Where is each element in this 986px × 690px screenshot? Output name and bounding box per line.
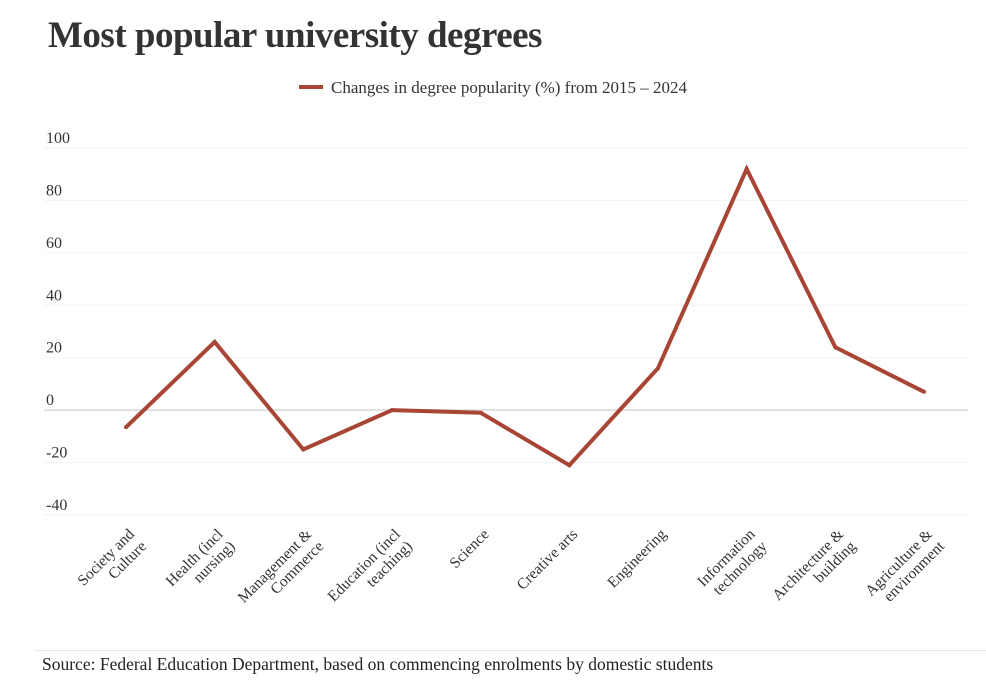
y-tick-label: 0 [46, 392, 54, 409]
x-tick-label-line: Science [446, 526, 492, 572]
x-tick-label: Education (inclteaching) [325, 526, 416, 617]
legend-swatch [299, 85, 323, 90]
data-point [124, 425, 128, 430]
data-point [301, 447, 306, 452]
line-chart: 100 80 60 40 20 0 -20 -40 Society andCulture Hea… [44, 130, 968, 619]
source-divider [34, 650, 986, 651]
data-point [567, 463, 572, 468]
x-tick-label: Health (inclnursing) [162, 526, 238, 602]
y-tick-label: -40 [46, 497, 67, 514]
data-point [478, 410, 483, 415]
data-point [833, 345, 838, 350]
legend-label: Changes in degree popularity (%) from 20… [331, 78, 687, 97]
x-tick-label: Science [446, 526, 492, 572]
x-tick-label: Architecture &building [769, 526, 859, 616]
data-point [212, 339, 217, 344]
source-note: Source: Federal Education Department, ba… [42, 654, 714, 674]
x-axis-labels: Society andCulture Health (inclnursing)Ma… [74, 525, 948, 619]
x-tick-label: Management &Commerce [235, 526, 328, 619]
y-tick-label: 40 [46, 287, 62, 304]
series-line [124, 164, 925, 468]
x-tick-label: Society andCulture [74, 526, 150, 602]
y-tick-label: 100 [46, 130, 70, 147]
y-tick-label: 20 [46, 340, 62, 357]
y-tick-label: 60 [46, 235, 62, 252]
y-tick-label: 80 [46, 182, 62, 199]
x-tick-label: Engineering [604, 526, 670, 592]
x-tick-label: Agriculture &environment [862, 525, 948, 611]
y-axis-ticks: 100 80 60 40 20 0 -20 -40 [46, 130, 70, 514]
x-tick-label-line: Creative arts [514, 526, 582, 594]
data-point [656, 366, 660, 371]
chart-title: Most popular university degrees [48, 15, 542, 56]
legend: Changes in degree popularity (%) from 20… [0, 78, 986, 98]
x-tick-label-line: Engineering [604, 526, 670, 592]
data-point [922, 389, 926, 394]
y-tick-label: -20 [46, 445, 67, 462]
x-tick-label: Creative arts [514, 526, 582, 594]
data-point [744, 166, 749, 171]
x-tick-label: Informationtechnology [694, 526, 771, 603]
grid-layer [44, 147, 968, 516]
data-point [390, 408, 394, 413]
series-layer [124, 164, 926, 468]
